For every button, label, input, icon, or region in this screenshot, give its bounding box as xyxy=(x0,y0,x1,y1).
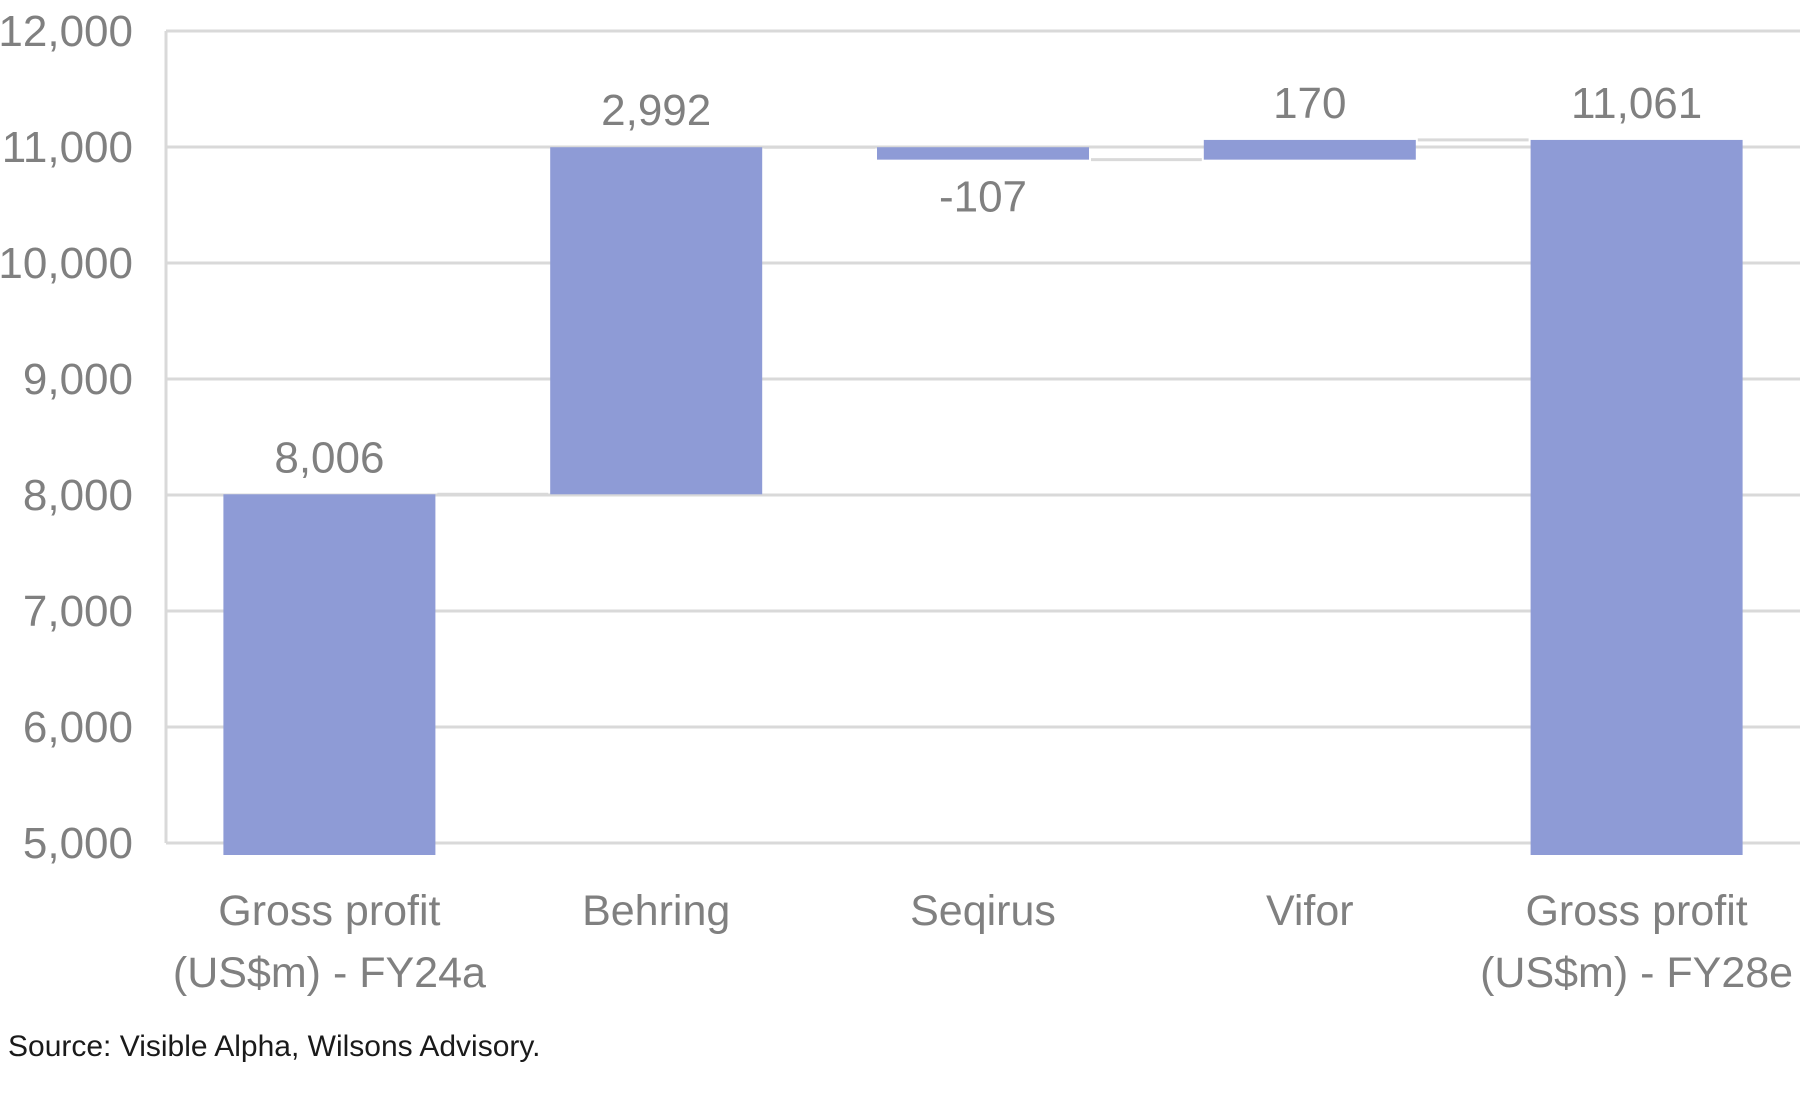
x-tick-label: Gross profit (US$m) - FY28e xyxy=(1480,887,1793,997)
data-label: 8,006 xyxy=(274,433,384,482)
x-tick-label: Gross profit (US$m) - FY24a xyxy=(173,887,486,997)
bar xyxy=(877,147,1089,160)
y-tick-label: 12,000 xyxy=(0,7,133,56)
data-label: -107 xyxy=(939,173,1027,222)
y-axis: 5,000 6,000 7,000 8,000 9,000 10,000 11,000 12,… xyxy=(0,7,168,868)
y-tick-label: 10,000 xyxy=(0,239,133,288)
y-tick-label: 6,000 xyxy=(23,703,133,752)
data-label: 2,992 xyxy=(601,86,711,135)
data-labels: 8,006 2,992 -107 170 11,061 xyxy=(274,79,1702,482)
bar xyxy=(223,494,436,855)
source-note: Source: Visible Alpha, Wilsons Advisory. xyxy=(8,1030,541,1063)
bar xyxy=(550,147,763,495)
x-tick-label: Vifor xyxy=(1266,887,1354,935)
bars xyxy=(223,139,1743,855)
y-tick-label: 9,000 xyxy=(23,355,133,404)
x-tick-label: Seqirus xyxy=(910,887,1056,935)
bar xyxy=(1530,139,1743,855)
y-tick-label: 8,000 xyxy=(23,471,133,520)
x-tick-label: Behring xyxy=(582,887,730,935)
y-tick-label: 7,000 xyxy=(23,587,133,636)
bar xyxy=(1203,139,1416,160)
data-label: 170 xyxy=(1273,79,1346,128)
connector-lines xyxy=(437,138,1529,496)
x-axis-labels: Gross profit (US$m) - FY24a Behring Seqirus… xyxy=(173,887,1793,997)
y-tick-label: 5,000 xyxy=(23,819,133,868)
y-tick-label: 11,000 xyxy=(2,123,133,172)
data-label: 11,061 xyxy=(1571,79,1702,128)
